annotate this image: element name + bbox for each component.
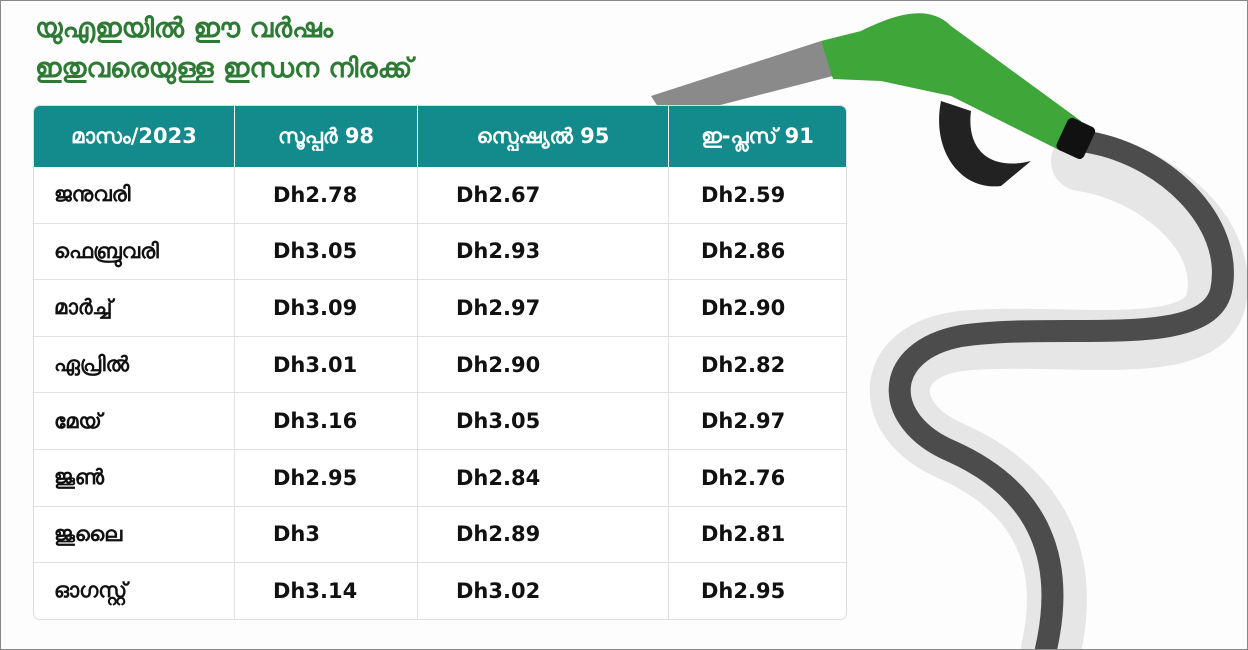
price-cell: Dh2.59 bbox=[701, 182, 786, 207]
price-cell: Dh3 bbox=[235, 506, 418, 563]
price-cell: Dh3.16 bbox=[235, 393, 418, 449]
spout bbox=[651, 41, 833, 119]
handle bbox=[939, 101, 1031, 187]
price-cell: Dh2.90 bbox=[701, 295, 786, 320]
month-cell: ജൂൺ bbox=[34, 449, 235, 506]
price-cell: Dh2.89 bbox=[418, 506, 669, 563]
price-cell: Dh3.14 bbox=[235, 563, 418, 619]
price-cell: Dh3.01 bbox=[235, 336, 418, 393]
table-row: ഓഗസ്റ്റ് Dh3.14 Dh3.02 Dh2.95 bbox=[34, 563, 846, 619]
month-cell: ഫെബ്രുവരി bbox=[34, 223, 235, 280]
table-row: ജനുവരി Dh2.78 Dh2.67 Dh2.59 bbox=[34, 167, 846, 224]
price-cell: Dh2.93 bbox=[418, 223, 669, 280]
price-cell: Dh2.82 bbox=[701, 352, 786, 377]
price-cell: Dh3.09 bbox=[235, 280, 418, 336]
price-cell: Dh3.02 bbox=[418, 563, 669, 619]
price-cell: Dh2.90 bbox=[418, 336, 669, 393]
month-cell: മേയ് bbox=[34, 393, 235, 449]
price-cell: Dh2.67 bbox=[418, 167, 669, 223]
month-cell: ജനുവരി bbox=[34, 167, 235, 223]
column-header: സ്പെഷ്യൽ 95 bbox=[418, 106, 669, 167]
nozzle-cap bbox=[1056, 117, 1096, 160]
price-cell: Dh2.86 bbox=[701, 239, 786, 264]
table-row: മാർച്ച് Dh3.09 Dh2.97 Dh2.90 bbox=[34, 280, 846, 337]
title: യുഎഇയിൽ ഈ വർഷം bbox=[35, 13, 334, 44]
table-row: ഏപ്രിൽ Dh3.01 Dh2.90 Dh2.82 bbox=[34, 336, 846, 394]
table-row: ഫെബ്രുവരി Dh3.05 Dh2.93 Dh2.86 bbox=[34, 223, 846, 281]
price-cell: Dh2.95 bbox=[235, 449, 418, 506]
price-cell: Dh2.78 bbox=[235, 167, 418, 223]
table-row: ജൂലൈ Dh3 Dh2.89 Dh2.81 bbox=[34, 506, 846, 564]
column-header: ഇ-പ്ലസ് 91 bbox=[701, 124, 814, 148]
price-cell: Dh2.95 bbox=[701, 578, 786, 603]
table-row: മേയ് Dh3.16 Dh3.05 Dh2.97 bbox=[34, 393, 846, 450]
price-table: മാസം/2023 സൂപ്പർ 98 സ്പെഷ്യൽ 95 ഇ-പ്ലസ് 91 ജ… bbox=[34, 106, 846, 619]
column-header: മാസം/2023 bbox=[34, 106, 235, 167]
price-cell: Dh2.97 bbox=[418, 280, 669, 336]
price-cell: Dh2.76 bbox=[701, 465, 786, 490]
month-cell: ഏപ്രിൽ bbox=[34, 336, 235, 393]
price-cell: Dh3.05 bbox=[235, 223, 418, 280]
table-row: ജൂൺ Dh2.95 Dh2.84 Dh2.76 bbox=[34, 449, 846, 507]
column-header: സൂപ്പർ 98 bbox=[235, 106, 418, 167]
title: ഇതുവരെയുള്ള ഇന്ധന നിരക്ക് bbox=[35, 53, 413, 84]
price-cell: Dh2.84 bbox=[418, 449, 669, 506]
price-cell: Dh2.81 bbox=[701, 522, 786, 547]
nozzle bbox=[821, 13, 1081, 152]
month-cell: ജൂലൈ bbox=[34, 506, 235, 563]
hose bbox=[888, 130, 1234, 649]
price-cell: Dh2.97 bbox=[701, 409, 786, 434]
price-cell: Dh3.05 bbox=[418, 393, 669, 449]
month-cell: മാർച്ച് bbox=[34, 280, 235, 336]
header-row: മാസം/2023 സൂപ്പർ 98 സ്പെഷ്യൽ 95 ഇ-പ്ലസ് 91 bbox=[34, 106, 846, 167]
month-cell: ഓഗസ്റ്റ് bbox=[34, 563, 235, 619]
